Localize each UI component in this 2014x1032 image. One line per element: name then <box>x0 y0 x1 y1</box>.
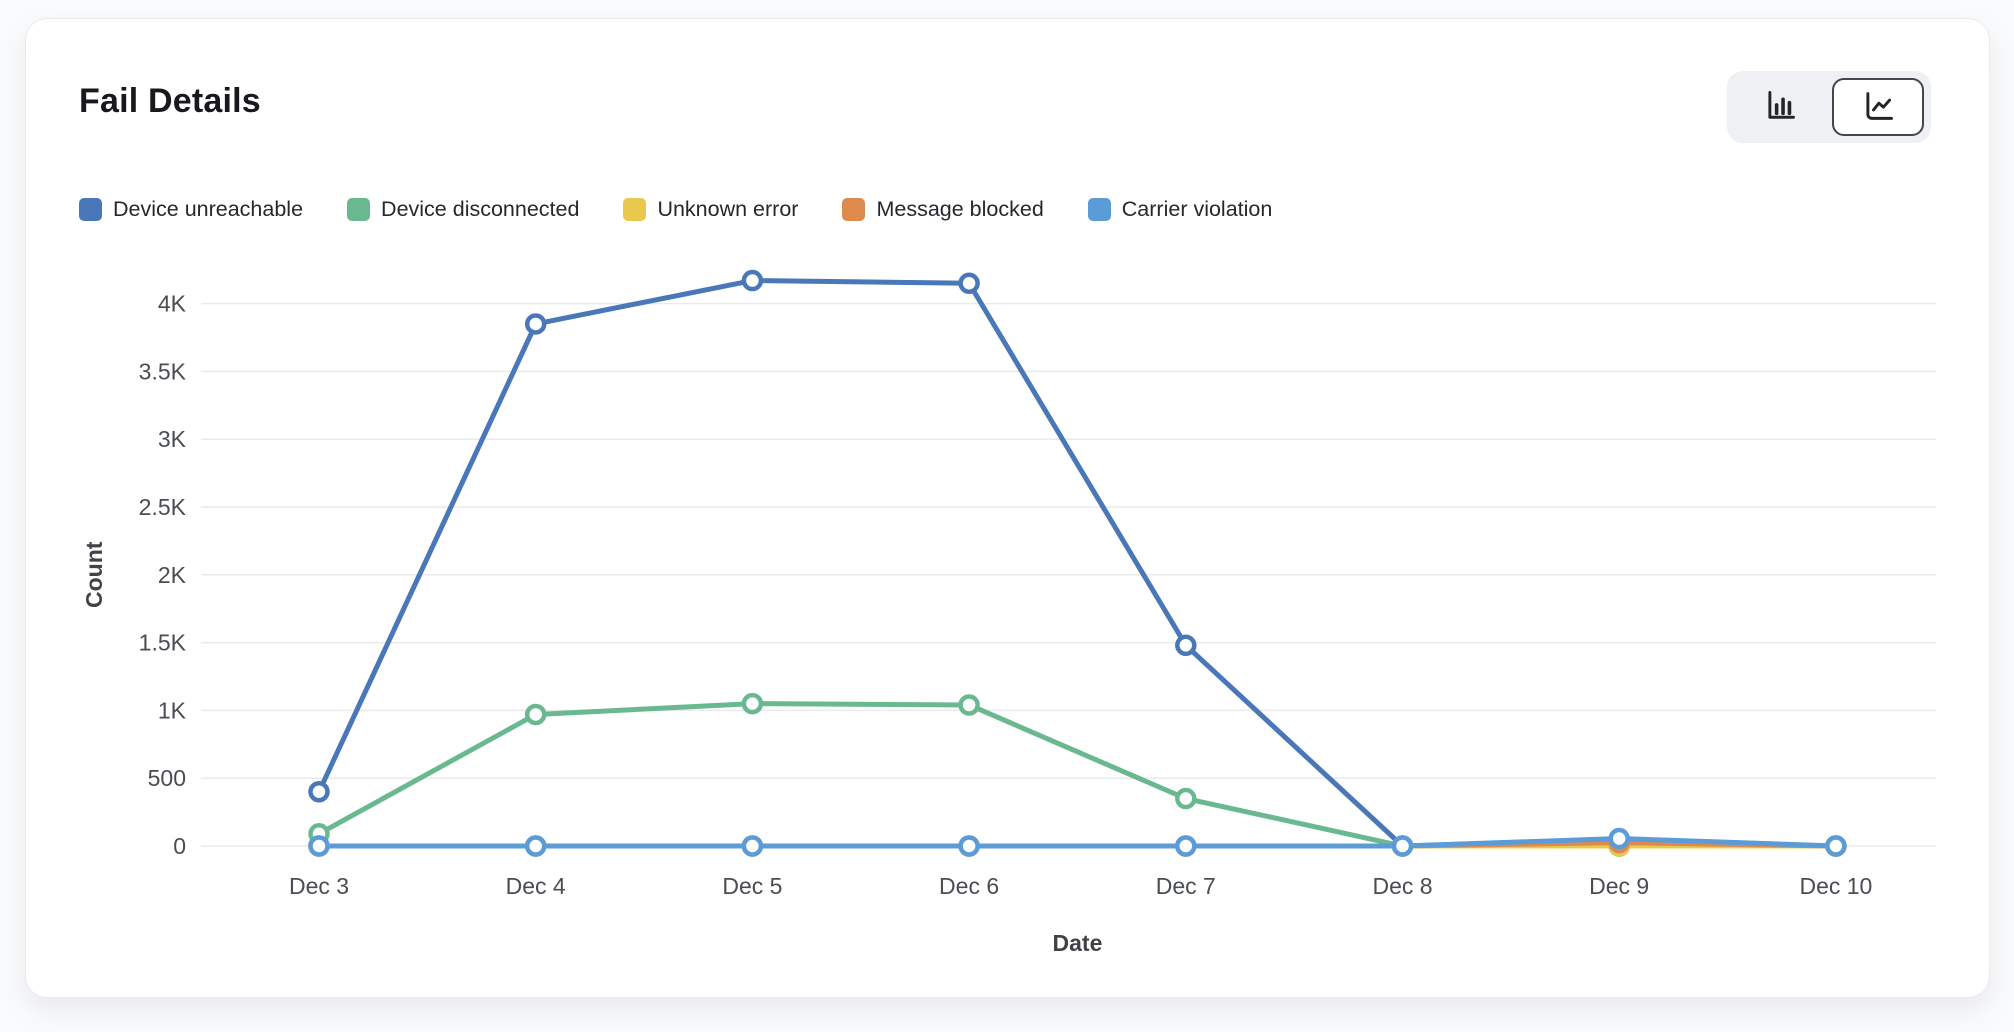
chart-legend: Device unreachable Device disconnected Unk… <box>79 197 1929 222</box>
legend-label: Device unreachable <box>113 197 304 221</box>
legend-swatch <box>79 198 102 221</box>
x-axis-title: Date <box>1053 930 1103 956</box>
data-point-marker[interactable] <box>958 272 980 295</box>
legend-swatch <box>1087 198 1111 221</box>
legend-swatch <box>347 198 371 221</box>
legend-label: Message blocked <box>876 197 1044 221</box>
x-tick-label: Dec 9 <box>1589 873 1649 899</box>
data-point-marker[interactable] <box>741 269 764 292</box>
bar-view-button[interactable] <box>1734 78 1826 136</box>
data-point-marker[interactable] <box>524 835 547 857</box>
legend-label: Carrier violation <box>1121 197 1273 221</box>
y-tick-label: 0 <box>173 833 186 859</box>
x-tick-label: Dec 3 <box>289 873 349 899</box>
y-tick-label: 1K <box>158 697 187 723</box>
data-point-marker[interactable] <box>1175 835 1197 857</box>
data-point-marker[interactable] <box>524 313 547 335</box>
x-tick-label: Dec 10 <box>1799 873 1872 899</box>
y-axis-title: Count <box>81 541 107 608</box>
legend-item-carrier-violation[interactable]: Carrier violation <box>1087 197 1273 222</box>
line-chart-icon <box>1860 88 1896 127</box>
x-tick-label: Dec 5 <box>722 873 782 899</box>
data-point-marker[interactable] <box>308 835 330 857</box>
fail-details-line-chart[interactable]: 0 500 1K 1.5K 2K 2.5K 3K 3.5K 4K Dec 3 Dec 4 Dec 5 D… <box>58 239 1958 974</box>
legend-item-device-disconnected[interactable]: Device disconnected <box>347 197 579 222</box>
y-tick-label: 4K <box>158 291 187 317</box>
data-point-marker[interactable] <box>308 781 330 803</box>
y-tick-label: 500 <box>148 765 186 791</box>
y-tick-label: 3.5K <box>139 358 187 384</box>
y-tick-label: 2K <box>158 562 187 588</box>
data-point-marker[interactable] <box>1608 827 1630 850</box>
data-point-marker[interactable] <box>1175 634 1197 657</box>
x-tick-label: Dec 6 <box>939 873 999 899</box>
series-line-device-unreachable <box>316 278 1839 849</box>
chart-view-toggle <box>1727 71 1931 143</box>
page-title: Fail Details <box>79 82 261 120</box>
data-point-marker[interactable] <box>524 703 547 726</box>
series-line-carrier-violation <box>316 836 1839 849</box>
data-point-marker[interactable] <box>958 835 980 857</box>
legend-label: Unknown error <box>657 197 799 221</box>
data-point-marker[interactable] <box>741 692 764 715</box>
data-point-marker[interactable] <box>958 694 980 716</box>
legend-label: Device disconnected <box>381 197 580 221</box>
fail-details-card: Fail Details Device unreachable Device di <box>25 18 1990 998</box>
data-point-marker[interactable] <box>1175 787 1197 810</box>
legend-item-message-blocked[interactable]: Message blocked <box>842 197 1044 222</box>
data-point-marker[interactable] <box>1391 835 1414 857</box>
chart-area: 0 500 1K 1.5K 2K 2.5K 3K 3.5K 4K Dec 3 Dec 4 Dec 5 D… <box>58 239 1958 974</box>
legend-swatch <box>623 198 647 221</box>
bar-chart-icon <box>1762 88 1798 127</box>
line-view-button[interactable] <box>1832 78 1924 136</box>
data-point-marker[interactable] <box>741 835 764 857</box>
legend-swatch <box>842 198 866 221</box>
x-tick-label: Dec 8 <box>1372 873 1432 899</box>
y-tick-label: 1.5K <box>139 630 187 656</box>
series-line-device-disconnected <box>316 701 1839 849</box>
x-tick-label: Dec 4 <box>506 873 566 899</box>
x-tick-label: Dec 7 <box>1156 873 1216 899</box>
data-point-marker[interactable] <box>1825 835 1847 857</box>
y-tick-label: 2.5K <box>139 494 187 520</box>
legend-item-unknown-error[interactable]: Unknown error <box>623 197 798 222</box>
legend-item-device-unreachable[interactable]: Device unreachable <box>79 197 303 222</box>
y-tick-label: 3K <box>158 426 187 452</box>
